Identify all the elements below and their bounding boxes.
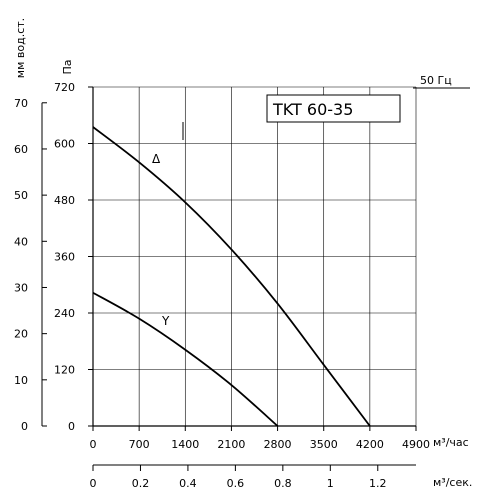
- x-axis-label: м³/час: [433, 436, 469, 449]
- y-tick-label-pa: 480: [54, 194, 75, 207]
- x2-tick-label: 0.8: [274, 477, 292, 490]
- x2-tick-label: 0.6: [227, 477, 245, 490]
- axes: [41, 86, 417, 471]
- y-tick-label-mm: 70: [14, 97, 28, 110]
- x-tick-label: 700: [129, 438, 150, 451]
- y-tick-label-mm: 10: [14, 374, 28, 387]
- y-tick-label-mm: 50: [14, 189, 28, 202]
- x-tick-label: 2800: [264, 438, 292, 451]
- x-tick-label: 1400: [171, 438, 199, 451]
- x2-tick-label: 0.4: [179, 477, 197, 490]
- y-tick-label-mm: 40: [14, 235, 28, 248]
- y-tick-label-mm: 30: [14, 281, 28, 294]
- y-tick-label-pa: 0: [68, 420, 75, 433]
- y-tick-label-pa: 360: [54, 251, 75, 264]
- y-tick-label-pa: 120: [54, 364, 75, 377]
- model-label: TKT 60-35: [272, 100, 353, 119]
- x2-tick-label: 0: [90, 477, 97, 490]
- x-tick-label: 4900: [402, 438, 430, 451]
- y-axis-label-mm: мм вод.ст.: [14, 18, 27, 78]
- series: ΔY: [92, 126, 371, 427]
- y-tick-label-mm: 20: [14, 328, 28, 341]
- series-curve-y: [92, 291, 279, 427]
- y-axis-label-pa: Па: [61, 59, 74, 74]
- x2-axis-label: м³/сек.: [433, 476, 472, 489]
- x-tick-label: 3500: [310, 438, 338, 451]
- y-tick-label-pa: 720: [54, 81, 75, 94]
- frequency-label: 50 Гц: [420, 74, 452, 87]
- y-tick-label-mm: 0: [21, 420, 28, 433]
- series-curve-delta: [92, 126, 371, 427]
- x2-tick-label: 0.2: [132, 477, 150, 490]
- y-tick-label-pa: 600: [54, 138, 75, 151]
- y-tick-label-pa: 240: [54, 307, 75, 320]
- model-label-box: [266, 94, 401, 123]
- x2-tick-label: 1: [327, 477, 334, 490]
- x-tick-label: 2100: [217, 438, 245, 451]
- series-label: Δ: [152, 152, 161, 166]
- y-tick-label-mm: 60: [14, 143, 28, 156]
- x-tick-label: 0: [90, 438, 97, 451]
- grid: [93, 86, 417, 426]
- x2-tick-label: 1.2: [369, 477, 387, 490]
- series-label: Y: [161, 314, 170, 328]
- x-tick-label: 4200: [356, 438, 384, 451]
